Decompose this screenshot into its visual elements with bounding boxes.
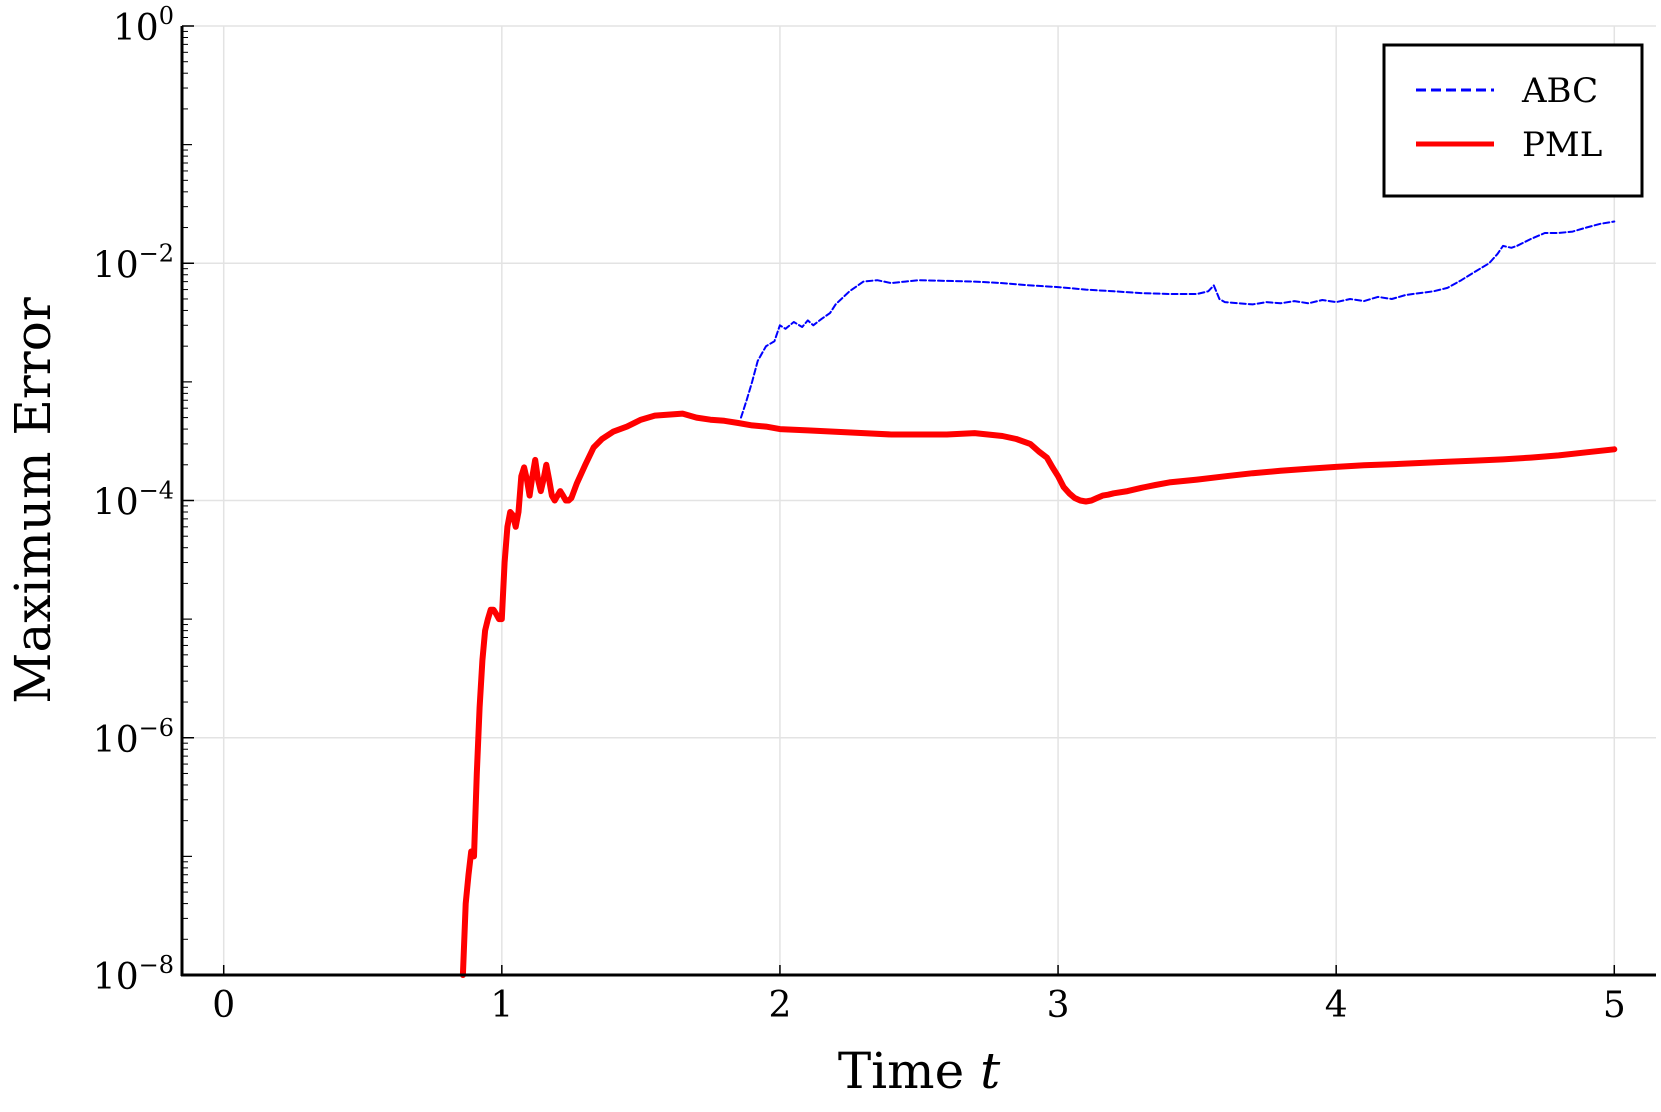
y-tick-label: 10−8 xyxy=(93,951,174,998)
legend-box xyxy=(1382,43,1644,198)
x-tick-label: 2 xyxy=(768,985,791,1026)
y-tick-label: 10−2 xyxy=(93,239,174,286)
y-axis-title: Maximum Error xyxy=(4,297,62,704)
series-layer xyxy=(459,220,1618,978)
y-tick-label: 10−6 xyxy=(93,714,174,761)
legend-label-abc: ABC xyxy=(1521,71,1598,111)
x-tick-label: 3 xyxy=(1047,985,1070,1026)
series-line-abc xyxy=(740,220,1616,419)
x-tick-label: 0 xyxy=(212,985,235,1026)
x-axis-title: Time t xyxy=(838,1042,1001,1100)
y-tick-label: 10−4 xyxy=(93,477,174,524)
x-tick-label: 5 xyxy=(1603,985,1626,1026)
tick-labels: 0 1 2 3 4 5 10−8 10−6 10−4 10−2 100 xyxy=(93,2,1626,1026)
series-line-pml xyxy=(459,410,1618,978)
y-tick-label: 100 xyxy=(113,2,174,49)
x-tick-label: 1 xyxy=(490,985,513,1026)
legend: ABC PML xyxy=(1382,43,1644,198)
x-tick-label: 4 xyxy=(1325,985,1348,1026)
legend-label-pml: PML xyxy=(1522,125,1602,165)
axes xyxy=(180,25,1656,977)
